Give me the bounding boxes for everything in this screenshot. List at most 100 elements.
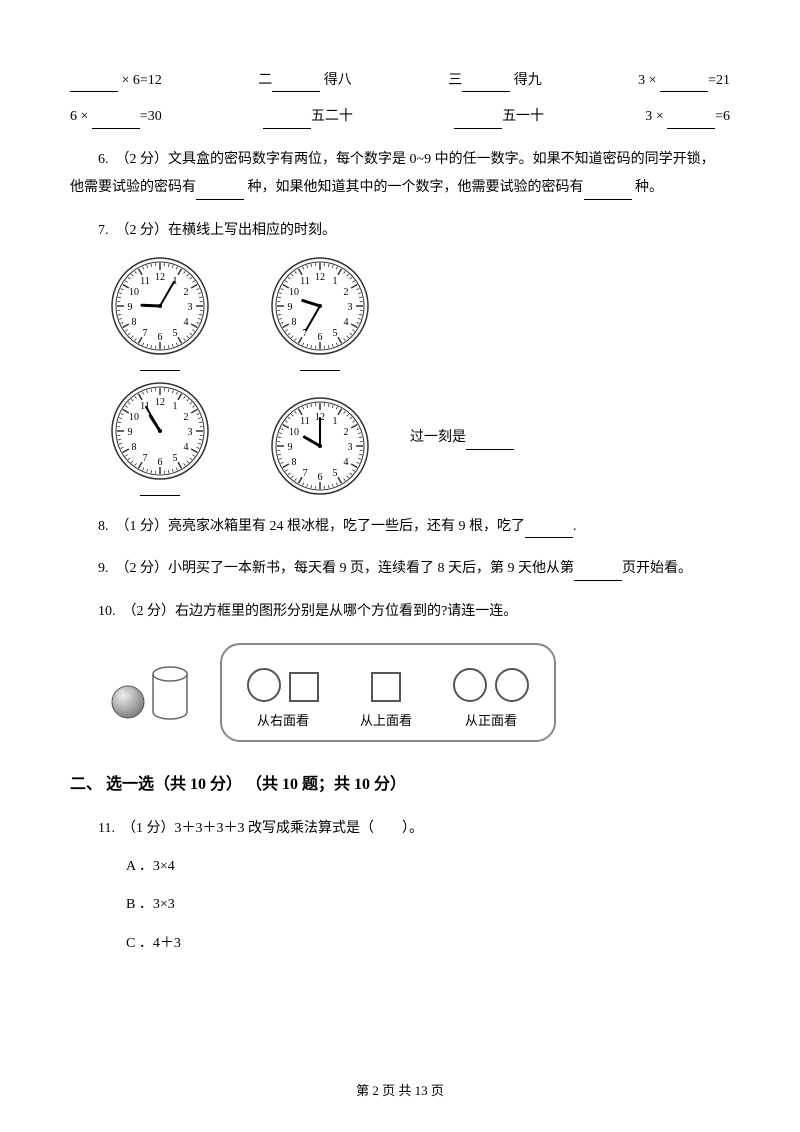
- text: =6: [715, 109, 730, 124]
- cylinder-icon: [150, 666, 190, 720]
- question-10-figure: 从右面看 从上面看 从正面看: [110, 643, 730, 742]
- text: 得九: [514, 73, 542, 88]
- answer-line: [140, 485, 180, 496]
- text: 6 ×: [70, 109, 88, 124]
- answer-line: [300, 360, 340, 371]
- text: 种。: [635, 180, 663, 195]
- text: 种，如果他知道其中的一个数字，他需要试验的密码有: [248, 180, 584, 195]
- label: 从右面看: [246, 711, 320, 732]
- page-footer: 第 2 页 共 13 页: [0, 1081, 800, 1102]
- text: 得八: [324, 73, 352, 88]
- svg-text:11: 11: [300, 276, 310, 287]
- text: =30: [140, 109, 162, 124]
- clock-row-1: 123456789101112 123456789101112: [110, 256, 730, 371]
- clock-row-2: 123456789101112 123456789101112 过一刻是: [110, 381, 730, 496]
- svg-text:6: 6: [158, 332, 163, 343]
- svg-text:8: 8: [292, 317, 297, 328]
- square-icon: [370, 671, 402, 703]
- shapes-left: [110, 666, 190, 720]
- svg-text:3: 3: [348, 302, 353, 313]
- circle-icon: [452, 667, 488, 703]
- label: 从上面看: [360, 711, 412, 732]
- svg-text:7: 7: [143, 453, 148, 464]
- answer-line: [140, 360, 180, 371]
- svg-text:7: 7: [303, 468, 308, 479]
- circle-icon: [246, 667, 282, 703]
- svg-text:9: 9: [288, 302, 293, 313]
- text: 8. （1 分）亮亮家冰箱里有 24 根冰棍，吃了一些后，还有 9 根，吃了: [98, 519, 525, 534]
- text: 过一刻是: [410, 430, 466, 445]
- svg-text:1: 1: [333, 276, 338, 287]
- cell-1-4: 3 × =21: [638, 70, 730, 92]
- text: 6. （2 分）文具盒的密码数字有两位，每个数字是 0~9 中的任一数字。如果不…: [98, 152, 715, 167]
- question-10: 10. （2 分）右边方框里的图形分别是从哪个方位看到的?请连一连。: [70, 601, 730, 623]
- text: =21: [708, 73, 730, 88]
- svg-text:5: 5: [333, 328, 338, 339]
- square-icon: [288, 671, 320, 703]
- text: 页开始看。: [622, 561, 692, 576]
- clock-icon: 123456789101112: [110, 256, 210, 356]
- view-top: 从上面看: [360, 663, 412, 732]
- svg-text:9: 9: [128, 427, 133, 438]
- clock-2: 123456789101112: [270, 256, 370, 371]
- cell-1-1: × 6=12: [70, 70, 162, 92]
- svg-text:9: 9: [288, 442, 293, 453]
- svg-text:4: 4: [183, 317, 188, 328]
- svg-text:2: 2: [343, 427, 348, 438]
- option-a: A ．3×4: [126, 856, 730, 878]
- svg-text:12: 12: [155, 272, 165, 283]
- text: × 6=12: [122, 73, 162, 88]
- option-c: C ．4＋3: [126, 933, 730, 955]
- svg-text:8: 8: [292, 457, 297, 468]
- svg-text:11: 11: [140, 276, 150, 287]
- shapes: [360, 663, 412, 703]
- views-box: 从右面看 从上面看 从正面看: [220, 643, 556, 742]
- svg-text:8: 8: [132, 317, 137, 328]
- view-front: 从正面看: [452, 663, 530, 732]
- svg-text:5: 5: [173, 453, 178, 464]
- text: 9. （2 分）小明买了一本新书，每天看 9 页，连续看了 8 天后，第 9 天…: [98, 561, 574, 576]
- svg-text:6: 6: [158, 457, 163, 468]
- question-11-options: A ．3×4 B ．3×3 C ．4＋3: [126, 856, 730, 955]
- svg-text:6: 6: [318, 332, 323, 343]
- question-6: 6. （2 分）文具盒的密码数字有两位，每个数字是 0~9 中的任一数字。如果不…: [70, 149, 730, 171]
- question-9: 9. （2 分）小明买了一本新书，每天看 9 页，连续看了 8 天后，第 9 天…: [70, 558, 730, 580]
- svg-text:4: 4: [183, 442, 188, 453]
- sphere-icon: [110, 684, 146, 720]
- text: 他需要试验的密码有: [70, 180, 196, 195]
- cell-2-3: 五一十: [454, 106, 544, 128]
- text: 五二十: [311, 109, 353, 124]
- text: 三: [448, 73, 462, 88]
- svg-text:11: 11: [300, 416, 310, 427]
- svg-text:5: 5: [173, 328, 178, 339]
- svg-text:9: 9: [128, 302, 133, 313]
- text: .: [573, 519, 577, 534]
- clock-3: 123456789101112: [110, 381, 210, 496]
- option-b: B ．3×3: [126, 894, 730, 916]
- question-7: 7. （2 分）在横线上写出相应的时刻。: [70, 220, 730, 242]
- svg-text:10: 10: [289, 287, 299, 298]
- cell-2-2: 五二十: [263, 106, 353, 128]
- clock-icon: 123456789101112: [270, 396, 370, 496]
- shapes: [452, 663, 530, 703]
- clock-icon: 123456789101112: [270, 256, 370, 356]
- svg-text:1: 1: [173, 401, 178, 412]
- text: 二: [258, 73, 272, 88]
- fill-row-1: × 6=12 二 得八 三 得九 3 × =21: [70, 70, 730, 92]
- shapes: [246, 663, 320, 703]
- view-right: 从右面看: [246, 663, 320, 732]
- svg-text:5: 5: [333, 468, 338, 479]
- clock-4: 123456789101112: [270, 396, 370, 496]
- question-11: 11. （1 分）3＋3＋3＋3 改写成乘法算式是（ ）。: [70, 818, 730, 840]
- cell-2-1: 6 × =30: [70, 106, 162, 128]
- cell-1-2: 二 得八: [258, 70, 352, 92]
- after-clock-text: 过一刻是: [410, 427, 514, 449]
- circle-icon: [494, 667, 530, 703]
- svg-text:3: 3: [188, 427, 193, 438]
- label: 从正面看: [452, 711, 530, 732]
- text: 3 ×: [645, 109, 663, 124]
- svg-text:3: 3: [348, 442, 353, 453]
- svg-text:4: 4: [343, 317, 348, 328]
- cell-1-3: 三 得九: [448, 70, 542, 92]
- text: 五一十: [502, 109, 544, 124]
